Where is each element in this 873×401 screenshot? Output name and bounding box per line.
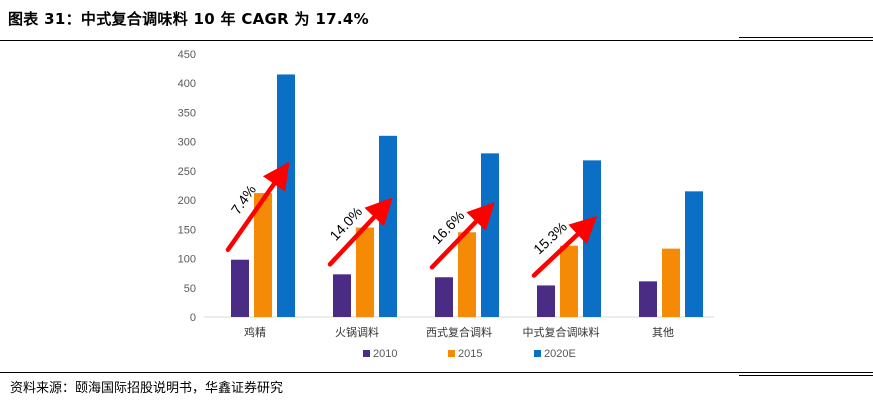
y-tick-label: 50: [184, 283, 196, 295]
bar-2015-0: [254, 193, 272, 317]
category-label: 中式复合调味料: [523, 325, 600, 339]
category-label: 其他: [652, 326, 674, 339]
bar-2020e-2: [481, 153, 499, 317]
cagr-arrow: [327, 197, 393, 267]
bar-2015-2: [458, 232, 476, 317]
legend-label-2015: 2015: [458, 348, 482, 360]
source-note: 资料来源：颐海国际招股说明书，华鑫证券研究: [10, 381, 284, 396]
bar-2020e-1: [379, 135, 397, 317]
legend-swatch-2020e: [534, 350, 541, 357]
y-tick-label: 150: [178, 224, 196, 236]
legend-label-2010: 2010: [373, 348, 397, 360]
bottom-divider-accent: [739, 375, 873, 376]
y-tick-label: 400: [178, 78, 196, 90]
y-tick-label: 300: [178, 137, 196, 149]
bar-2020e-3: [583, 160, 601, 317]
bar-2010-0: [231, 259, 249, 317]
top-divider-accent: [739, 37, 873, 38]
bar-chart: 0 50 100 150 200 250 300 350 400 450 鸡精 火锅调料 西式复合调料…: [178, 49, 714, 360]
y-tick-label: 450: [178, 49, 196, 61]
y-tick-label: 100: [178, 254, 196, 266]
legend-swatch-2015: [448, 350, 455, 357]
y-tick-label: 200: [178, 195, 196, 207]
cagr-arrow: [225, 161, 290, 252]
page-title: 图表 31：中式复合调味料 10 年 CAGR 为 17.4%: [8, 10, 369, 28]
y-tick-label: 0: [190, 312, 196, 324]
bottom-divider: [0, 372, 873, 373]
category-label: 鸡精: [244, 325, 266, 339]
bar-2020e-4: [685, 191, 703, 317]
y-tick-label: 350: [178, 107, 196, 119]
bar-2015-4: [662, 248, 680, 317]
bar-2010-2: [435, 277, 453, 317]
category-label: 火锅调料: [335, 325, 379, 339]
y-tick-label: 250: [178, 166, 196, 178]
bar-2010-4: [639, 281, 657, 317]
category-label: 西式复合调料: [426, 325, 492, 339]
bar-2010-3: [537, 285, 555, 317]
bar-2020e-0: [277, 74, 295, 317]
legend-label-2020e: 2020E: [544, 348, 576, 360]
cagr-arrow: [531, 215, 598, 278]
bar-2015-3: [560, 245, 578, 317]
bar-2010-1: [333, 274, 351, 317]
legend-swatch-2010: [363, 350, 370, 357]
cagr-arrow: [429, 202, 495, 270]
top-divider: [0, 40, 873, 41]
bar-2015-1: [356, 227, 374, 317]
